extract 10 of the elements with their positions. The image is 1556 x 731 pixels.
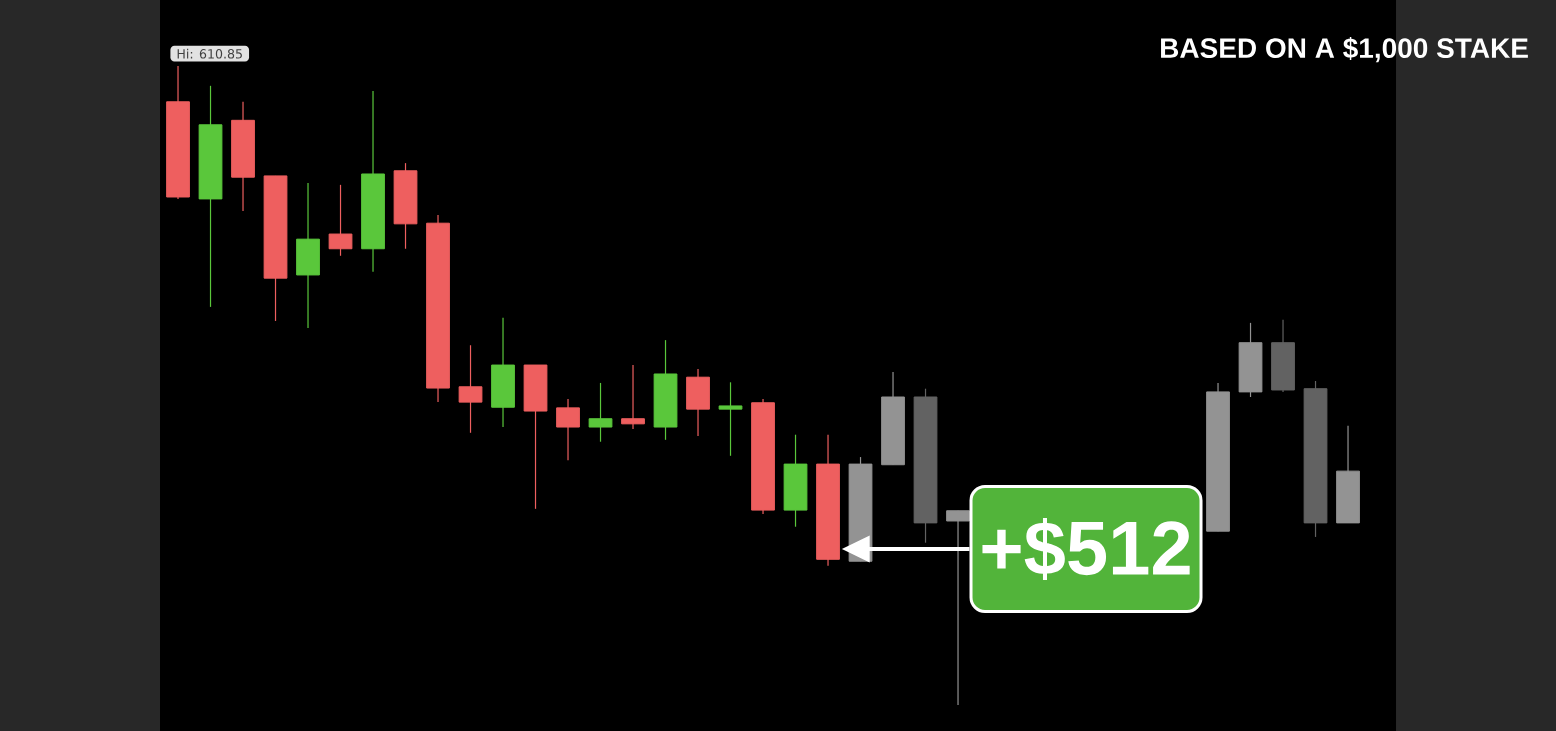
annotation: +$512 [982,518,1190,581]
candlestick [718,381,743,457]
candlestick [458,344,483,434]
candlestick [621,364,645,430]
candlestick [588,382,613,443]
text: Hi: 610.85 [177,48,242,59]
candlestick [328,184,353,257]
chart-title: BASED ON A $1,000 STAKE [1161,37,1528,63]
candlestick [556,398,580,461]
candlestick [946,510,970,706]
